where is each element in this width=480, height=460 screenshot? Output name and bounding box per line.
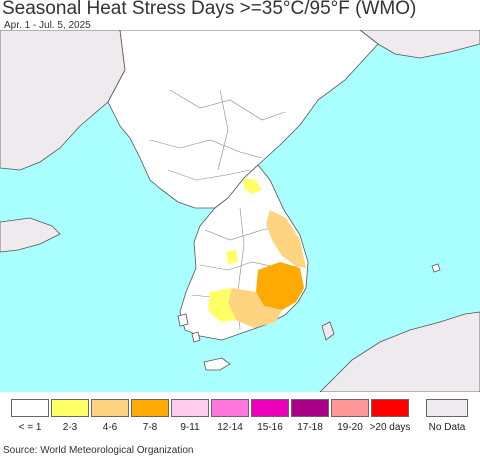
- legend-swatch-2-3: [51, 399, 89, 417]
- legend-swatch-le1: [11, 399, 49, 417]
- source-credit: Source: World Meteorological Organizatio…: [3, 445, 194, 456]
- legend-label-7-8: 7-8: [142, 422, 158, 433]
- heat-2-3-south: [208, 288, 236, 322]
- southwest-islands: [177, 313, 201, 343]
- legend-label-4-6: 4-6: [102, 422, 118, 433]
- heat-2-3-northeast: [244, 178, 262, 194]
- legend-label-gt20: >20 days: [369, 422, 411, 433]
- korea-heat-stress-map: [0, 30, 480, 392]
- map-title: Seasonal Heat Stress Days >=35°C/95°F (W…: [2, 0, 417, 19]
- legend-label-12-14: 12-14: [217, 422, 243, 433]
- japan-tsushima: [321, 321, 335, 341]
- legend-swatch-4-6: [91, 399, 129, 417]
- legend: < = 1 2-3 4-6 7-8 9-11 12-14 15-16 17-18…: [11, 399, 471, 437]
- ulleung-island: [431, 263, 441, 273]
- legend-swatch-17-18: [291, 399, 329, 417]
- russia-land: [359, 30, 480, 59]
- legend-swatch-gt20: [371, 399, 409, 417]
- legend-swatch-19-20: [331, 399, 369, 417]
- japan-land: [319, 311, 480, 392]
- legend-label-15-16: 15-16: [257, 422, 283, 433]
- legend-swatch-7-8: [131, 399, 169, 417]
- legend-swatch-no-data: [426, 399, 468, 417]
- legend-swatch-9-11: [171, 399, 209, 417]
- heat-2-3-central: [226, 250, 238, 264]
- legend-swatch-12-14: [211, 399, 249, 417]
- heat-7-8-southeast: [256, 262, 304, 310]
- legend-label-17-18: 17-18: [297, 422, 323, 433]
- legend-label-2-3: 2-3: [62, 422, 78, 433]
- heat-4-6-east-coast: [266, 210, 306, 268]
- legend-label-le1: < = 1: [18, 422, 42, 433]
- legend-label-9-11: 9-11: [180, 422, 200, 433]
- legend-label-no-data: No Data: [428, 422, 466, 433]
- date-range: Apr. 1 - Jul. 5, 2025: [4, 20, 91, 31]
- heat-4-6-south: [228, 288, 282, 328]
- shandong-land: [0, 217, 61, 253]
- legend-label-19-20: 19-20: [337, 422, 363, 433]
- jeju-island: [203, 357, 231, 371]
- legend-swatch-15-16: [251, 399, 289, 417]
